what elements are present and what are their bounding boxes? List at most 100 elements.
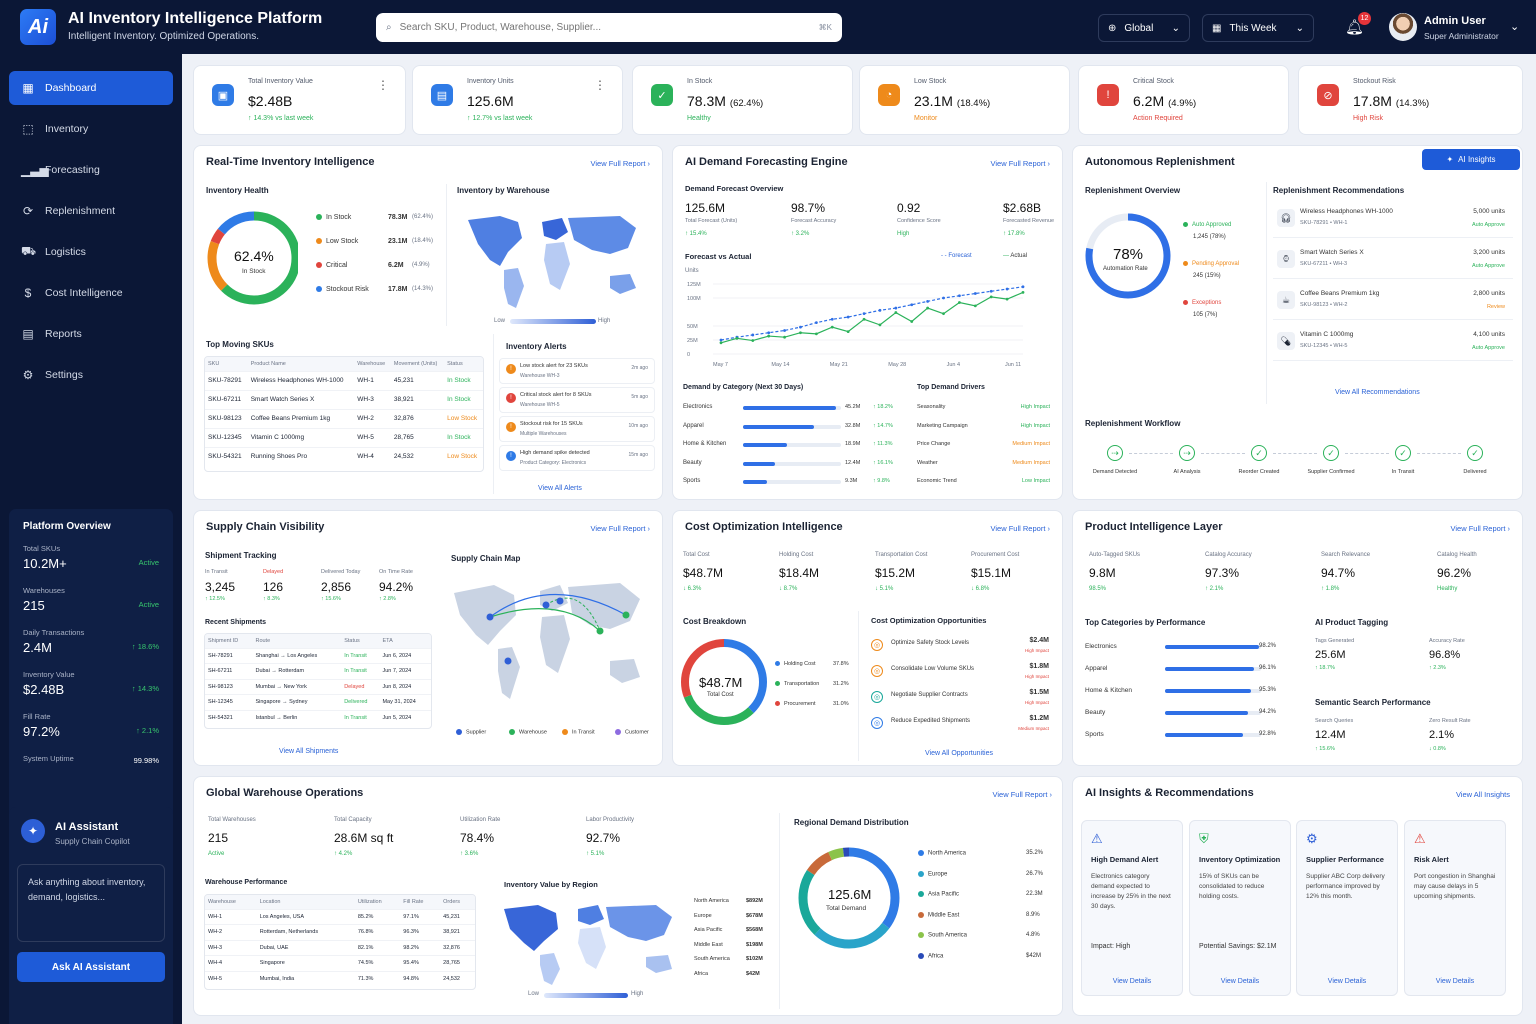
alert-item[interactable]: ! Critical stock alert for 8 SKUs Warehous… [499,387,655,413]
view-all-insights-link[interactable]: View All Insights [1455,790,1510,799]
dashboard-icon: ▦ [22,81,34,95]
supply-chain-card: Supply Chain Visibility View Full Report… [193,510,663,766]
view-all-opportunities-link[interactable]: View All Opportunities [925,750,993,757]
table-cell: Dubai, UAE [256,939,355,956]
overview-row: Fill Rate 97.2% ↑ 2.1% [23,712,159,754]
nav-forecasting[interactable]: ▁▃▅ Forecasting [9,153,173,187]
opportunity-item[interactable]: ◎ Negotiate Supplier Contracts $1.5M High I… [871,689,1049,713]
ai-insights-button[interactable]: ✦ AI Insights [1422,149,1520,170]
kpi-card[interactable]: ◔ Low Stock 23.1M (18.4%) Monitor [859,65,1070,135]
period-select[interactable]: ▦ This Week ⌄ [1202,14,1314,42]
table-row[interactable]: SKU-54321 Running Shoes Pro WH-4 24,532 Low … [205,446,483,466]
kpi-card[interactable]: ! Critical Stock 6.2M (4.9%) Action Requi… [1078,65,1289,135]
app-logo[interactable]: Ai [20,9,56,45]
table-row[interactable]: WH-4 Singapore 74.5% 95.4% 28,765 [205,955,475,971]
category-name: Apparel [683,422,704,429]
insight-card[interactable]: ⚠ High Demand Alert Electronics category d… [1081,820,1183,996]
metric-value: 125.6M [685,201,726,215]
avatar[interactable] [1389,13,1417,41]
dollar-icon: $ [24,286,32,300]
category-bar [743,424,814,429]
insight-title: Risk Alert [1414,855,1449,864]
assistant-input[interactable]: Ask anything about inventory, demand, lo… [17,864,165,942]
table-row[interactable]: SKU-67211 Smart Watch Series X WH-3 38,921 I… [205,389,483,409]
opportunity-item[interactable]: ◎ Optimize Safety Stock Levels $2.4M High I… [871,637,1049,661]
forecast-chart: 0 25M 50M 100M 125M May 7 May 14 May 21 May 28 Ju… [687,282,1025,368]
alert-item[interactable]: ! Stockout risk for 15 SKUs Multiple Wareh… [499,416,655,442]
opportunity-item[interactable]: ◎ Reduce Expedited Shipments $1.2M Medium I… [871,715,1049,739]
insight-card[interactable]: ⛨ Inventory Optimization 15% of SKUs can b… [1189,820,1291,996]
table-row[interactable]: WH-1 Los Angeles, USA 85.2% 97.1% 45,231 [205,908,475,925]
nav-inventory[interactable]: ⬚ Inventory [9,112,173,146]
table-row[interactable]: SH-12345 Singapore → Sydney Delivered May 3… [205,694,431,710]
table-row[interactable]: SKU-78291 Wireless Headphones WH-1000 WH-1… [205,370,483,390]
nav-cost-intelligence[interactable]: $ Cost Intelligence [9,276,173,310]
search-input[interactable] [399,22,819,33]
donut-center-value: 78% [1113,246,1144,263]
view-full-report-link[interactable]: View Full Report › [990,524,1050,533]
table-row[interactable]: SH-78291 Shanghai → Los Angeles In Transit… [205,647,431,664]
overview-value: 2.4M [23,640,52,655]
table-row[interactable]: SH-98123 Mumbai → New York Delayed Jun 8, 2… [205,678,431,695]
region-select[interactable]: ⊕ Global ⌄ [1098,14,1190,42]
kpi-card[interactable]: ⊘ Stockout Risk 17.8M (14.3%) High Risk [1298,65,1523,135]
ask-assistant-button[interactable]: Ask AI Assistant [17,952,165,982]
chevron-down-icon[interactable]: ⌄ [1510,21,1520,33]
view-full-report-link[interactable]: View Full Report › [590,524,650,533]
metric-label: Search Relevance [1321,552,1371,558]
view-all-recommendations-link[interactable]: View All Recommendations [1335,389,1420,396]
legend-value: 8.9% [1026,911,1040,918]
legend-value: 22.3M [1026,891,1043,897]
recommendation-item[interactable]: 💊︎ Vitamin C 1000mg SKU-12345 • WH-5 4,100 … [1273,325,1513,361]
table-row[interactable]: SKU-98123 Coffee Beans Premium 1kg WH-2 32,… [205,408,483,428]
view-all-alerts-link[interactable]: View All Alerts [538,485,582,492]
kpi-card[interactable]: ✓ In Stock 78.3M (62.4%) Healthy [632,65,853,135]
alert-item[interactable]: ! High demand spike detected Product Categ… [499,445,655,471]
y-tick-label: 50M [687,324,698,330]
view-details-link[interactable]: View Details [1220,978,1260,985]
more-icon[interactable]: ⋮ [377,78,389,92]
table-row[interactable]: SH-67211 Dubai → Rotterdam In Transit Jun 7… [205,663,431,679]
nav-dashboard[interactable]: ▦ Dashboard [9,71,173,105]
nav-logistics[interactable]: ⛟ Logistics [9,235,173,269]
nav-replenishment[interactable]: ⟳ Replenishment [9,194,173,228]
stat-delta: ↑ 15.6% [321,596,341,602]
opportunity-item[interactable]: ◎ Consolidate Low Volume SKUs $1.8M High Im… [871,663,1049,687]
user-name[interactable]: Admin User [1424,15,1486,27]
metric-label: Total Cost [683,552,710,558]
metric-value: $18.4M [779,566,820,580]
nav-reports[interactable]: ▤ Reports [9,317,173,351]
recommendation-item[interactable]: ⌚︎ Smart Watch Series X SKU-67211 • WH-3 3,… [1273,243,1513,279]
donut-center-value: $48.7M [699,675,743,690]
view-details-link[interactable]: View Details [1112,978,1152,985]
warning-icon: ⚠ [1414,831,1426,846]
table-row[interactable]: WH-2 Rotterdam, Netherlands 76.8% 96.3% 38,9… [205,924,475,940]
kpi-card[interactable]: ▣ Total Inventory Value $2.48B ↑ 14.3% v… [193,65,406,135]
view-all-shipments-link[interactable]: View All Shipments [279,748,339,755]
region-value-map [504,905,672,985]
table-row[interactable]: WH-5 Mumbai, India 71.3% 94.8% 24,532 [205,970,475,987]
recommendation-item[interactable]: 🎧︎ Wireless Headphones WH-1000 SKU-78291 •… [1273,202,1513,238]
view-full-report-link[interactable]: View Full Report › [992,790,1052,799]
view-details-link[interactable]: View Details [1327,978,1367,985]
kpi-label: In Stock [687,78,713,85]
recommendation-item[interactable]: ☕︎ Coffee Beans Premium 1kg SKU-98123 • WH… [1273,284,1513,320]
globe-icon: ⊕ [1108,22,1117,34]
donut-segment [798,847,900,949]
nav-settings[interactable]: ⚙ Settings [9,358,173,392]
alert-item[interactable]: ! Low stock alert for 23 SKUs Warehouse WH… [499,358,655,384]
table-row[interactable]: WH-3 Dubai, UAE 82.1% 98.2% 32,876 [205,939,475,956]
view-full-report-link[interactable]: View Full Report › [590,159,650,168]
insight-card[interactable]: ⚠ Risk Alert Port congestion in Shanghai m… [1404,820,1506,996]
search-box[interactable]: ⌕ ⌘K [376,13,842,42]
insight-card[interactable]: ⚙ Supplier Performance Supplier ABC Corp d… [1296,820,1398,996]
more-icon[interactable]: ⋮ [594,78,606,92]
table-row[interactable]: SKU-12345 Vitamin C 1000mg WH-5 28,765 In St… [205,427,483,447]
table-cell: Low Stock [444,446,483,466]
kpi-card[interactable]: ▤ Inventory Units 125.6M ↑ 12.7% vs last… [412,65,623,135]
view-full-report-link[interactable]: View Full Report › [1450,524,1510,533]
view-full-report-link[interactable]: View Full Report › [990,159,1050,168]
view-details-link[interactable]: View Details [1435,978,1475,985]
table-row[interactable]: SH-54321 Istanbul → Berlin In Transit Jun 5… [205,709,431,726]
bar-track [743,443,841,447]
